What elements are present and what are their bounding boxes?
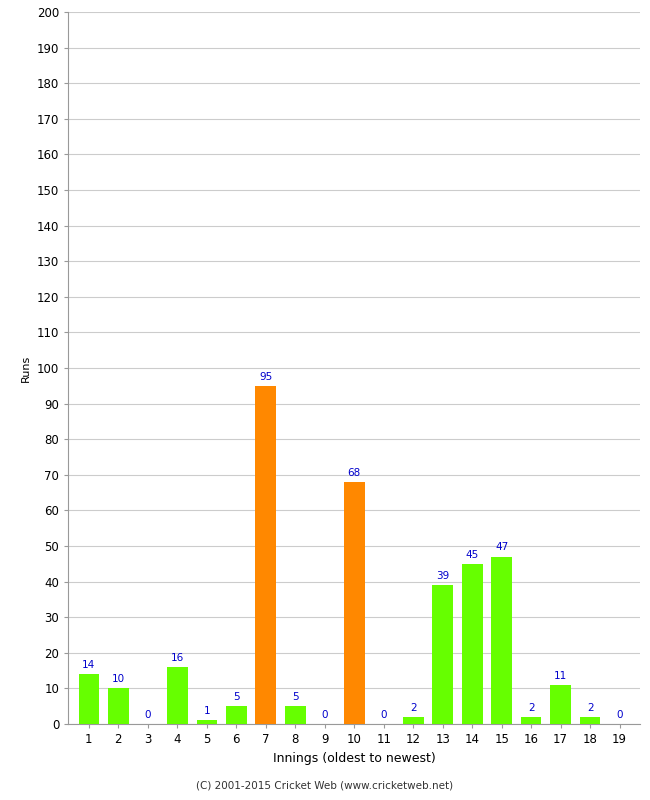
Bar bbox=[255, 386, 276, 724]
Y-axis label: Runs: Runs bbox=[21, 354, 31, 382]
Bar bbox=[551, 685, 571, 724]
Text: 2: 2 bbox=[410, 702, 417, 713]
Text: 16: 16 bbox=[171, 653, 184, 662]
Text: 2: 2 bbox=[528, 702, 534, 713]
Bar bbox=[344, 482, 365, 724]
Bar bbox=[580, 717, 601, 724]
Text: 0: 0 bbox=[616, 710, 623, 720]
Bar bbox=[79, 674, 99, 724]
Text: 5: 5 bbox=[233, 692, 240, 702]
Text: 10: 10 bbox=[112, 674, 125, 684]
Bar bbox=[432, 585, 453, 724]
Bar bbox=[108, 688, 129, 724]
Bar bbox=[403, 717, 424, 724]
Bar bbox=[196, 721, 217, 724]
Text: 2: 2 bbox=[587, 702, 593, 713]
Text: 14: 14 bbox=[83, 660, 96, 670]
Text: 0: 0 bbox=[380, 710, 387, 720]
Text: 11: 11 bbox=[554, 670, 567, 681]
Text: 39: 39 bbox=[436, 571, 449, 581]
Text: 5: 5 bbox=[292, 692, 298, 702]
Text: 68: 68 bbox=[348, 468, 361, 478]
Bar bbox=[167, 667, 188, 724]
Bar bbox=[521, 717, 541, 724]
Bar bbox=[491, 557, 512, 724]
Text: 0: 0 bbox=[144, 710, 151, 720]
Text: 95: 95 bbox=[259, 371, 272, 382]
Bar bbox=[285, 706, 306, 724]
X-axis label: Innings (oldest to newest): Innings (oldest to newest) bbox=[273, 751, 436, 765]
Text: 1: 1 bbox=[203, 706, 210, 716]
Text: 45: 45 bbox=[465, 550, 479, 559]
Text: 47: 47 bbox=[495, 542, 508, 553]
Text: (C) 2001-2015 Cricket Web (www.cricketweb.net): (C) 2001-2015 Cricket Web (www.cricketwe… bbox=[196, 781, 454, 790]
Bar bbox=[462, 564, 482, 724]
Text: 0: 0 bbox=[322, 710, 328, 720]
Bar bbox=[226, 706, 246, 724]
